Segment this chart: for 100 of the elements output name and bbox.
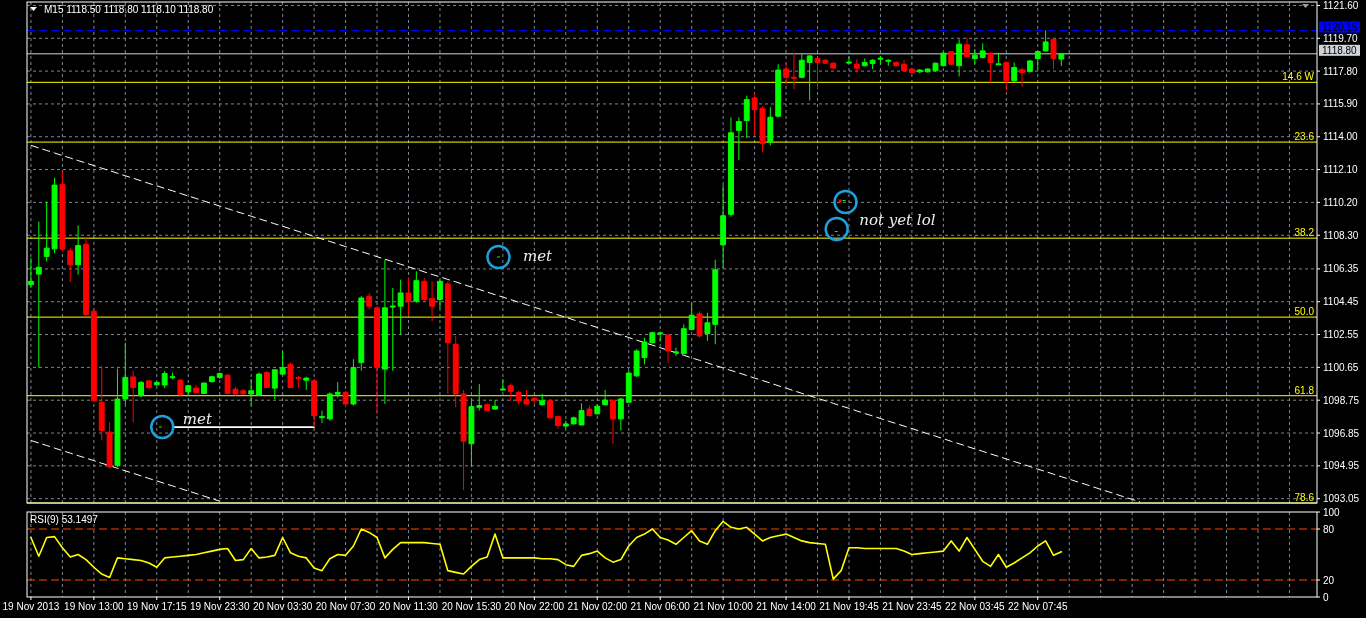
candlestick <box>507 382 514 402</box>
y-tick-label: 0 <box>1323 591 1329 603</box>
y-tick-label: 1100.65 <box>1323 361 1359 373</box>
candlestick <box>350 358 357 407</box>
candlestick <box>421 277 428 302</box>
candlestick <box>67 247 74 283</box>
candlestick <box>712 259 719 345</box>
chart-title: RSI(9) 53.1497 <box>30 514 99 525</box>
candlestick <box>783 61 789 85</box>
candlestick <box>971 48 978 65</box>
y-tick-label: 1094.95 <box>1323 460 1360 472</box>
y-tick-label: 1121.60 <box>1323 0 1359 11</box>
y-tick-label: 1117.80 <box>1323 65 1359 77</box>
x-tick-label: 22 Nov 03:45 <box>945 601 1006 612</box>
candlestick <box>35 221 42 369</box>
candlestick <box>680 323 687 355</box>
candlestick <box>735 116 742 161</box>
candlestick <box>877 55 884 65</box>
candlestick <box>319 410 325 424</box>
y-tick-label: 1106.35 <box>1323 263 1359 275</box>
candlestick <box>90 309 97 403</box>
candlestick <box>1058 53 1065 67</box>
candlestick <box>153 381 160 387</box>
annotation: met <box>523 247 554 265</box>
candlestick <box>672 347 679 357</box>
candlestick <box>979 42 986 59</box>
x-tick-label: 21 Nov 06:00 <box>630 601 691 612</box>
annotation: not yet lol <box>859 211 936 229</box>
candlestick <box>798 52 805 79</box>
candlestick <box>688 302 695 331</box>
candlestick <box>130 370 137 423</box>
candlestick <box>853 58 860 73</box>
y-tick-label: 1119.70 <box>1323 32 1359 44</box>
candlestick <box>617 397 624 432</box>
y-tick-label: 100 <box>1323 506 1341 518</box>
x-tick-label: 20 Nov 03:30 <box>252 601 313 612</box>
candlestick <box>437 279 443 309</box>
candlestick <box>358 295 365 372</box>
candlestick <box>908 68 915 74</box>
candlestick <box>389 287 396 372</box>
y-tick-label: 1108.30 <box>1323 229 1359 241</box>
annotation: 61.8 <box>1294 384 1315 396</box>
candlestick <box>1003 61 1010 92</box>
x-tick-label: 20 Nov 22:00 <box>504 601 565 612</box>
annotation: 50.0 <box>1294 306 1315 318</box>
x-tick-label: 19 Nov 23:30 <box>189 601 250 612</box>
annotation: 23.6 <box>1294 131 1315 143</box>
x-tick-label: 20 Nov 07:30 <box>315 601 376 612</box>
y-tick-label: 80 <box>1323 523 1335 535</box>
candlestick <box>1019 66 1025 88</box>
candlestick <box>846 56 852 65</box>
candlestick <box>916 68 923 74</box>
candlestick <box>381 259 388 405</box>
candlestick <box>201 381 207 395</box>
annotation: 78.6 <box>1294 492 1315 503</box>
y-tick-label: 1115.90 <box>1323 98 1359 110</box>
candlestick <box>1050 38 1057 70</box>
candlestick <box>405 276 412 317</box>
candlestick <box>775 63 782 118</box>
candlestick <box>334 381 341 399</box>
candlestick <box>885 58 892 67</box>
candlestick <box>594 403 601 416</box>
candlestick <box>492 399 498 411</box>
candlestick <box>562 420 569 430</box>
candlestick <box>138 380 144 398</box>
candlestick <box>271 368 278 400</box>
candlestick <box>374 305 380 415</box>
x-tick-label: 20 Nov 15:30 <box>441 601 502 612</box>
candlestick <box>547 398 554 420</box>
y-tick-label: 1104.45 <box>1323 296 1359 308</box>
candlestick <box>830 61 837 70</box>
x-tick-label: 19 Nov 2013 <box>2 601 60 612</box>
chart-title: M15 1118.50 1118.80 1118.10 1118.80 <box>44 4 214 15</box>
annotation: 14.6 W <box>1282 71 1315 83</box>
candlestick <box>555 415 561 430</box>
candlestick <box>704 312 711 342</box>
candlestick <box>602 389 609 407</box>
candlestick <box>256 372 262 397</box>
candlestick <box>790 52 797 90</box>
x-tick-label: 21 Nov 02:00 <box>567 601 628 612</box>
y-tick-label: 1112.10 <box>1323 164 1359 176</box>
x-tick-label: 19 Nov 13:00 <box>64 601 125 612</box>
candlestick <box>193 384 200 394</box>
candlestick <box>177 378 184 397</box>
candlestick <box>1011 61 1018 83</box>
candlestick <box>342 390 349 408</box>
candlestick <box>743 95 750 139</box>
x-tick-label: 22 Nov 07:45 <box>1008 601 1068 612</box>
x-tick-label: 19 Nov 17:15 <box>127 601 187 612</box>
candlestick <box>539 393 546 407</box>
x-tick-label: 21 Nov 14:00 <box>756 601 817 612</box>
candlestick <box>311 378 318 428</box>
x-tick-label: 21 Nov 19:45 <box>819 601 880 612</box>
candlestick <box>303 376 310 391</box>
candlestick <box>657 331 664 343</box>
ref-line-label: 1120.15 <box>1322 21 1358 33</box>
candlestick <box>279 350 286 376</box>
candlestick <box>1026 59 1033 73</box>
candlestick <box>610 398 616 445</box>
y-tick-label: 20 <box>1323 574 1335 586</box>
